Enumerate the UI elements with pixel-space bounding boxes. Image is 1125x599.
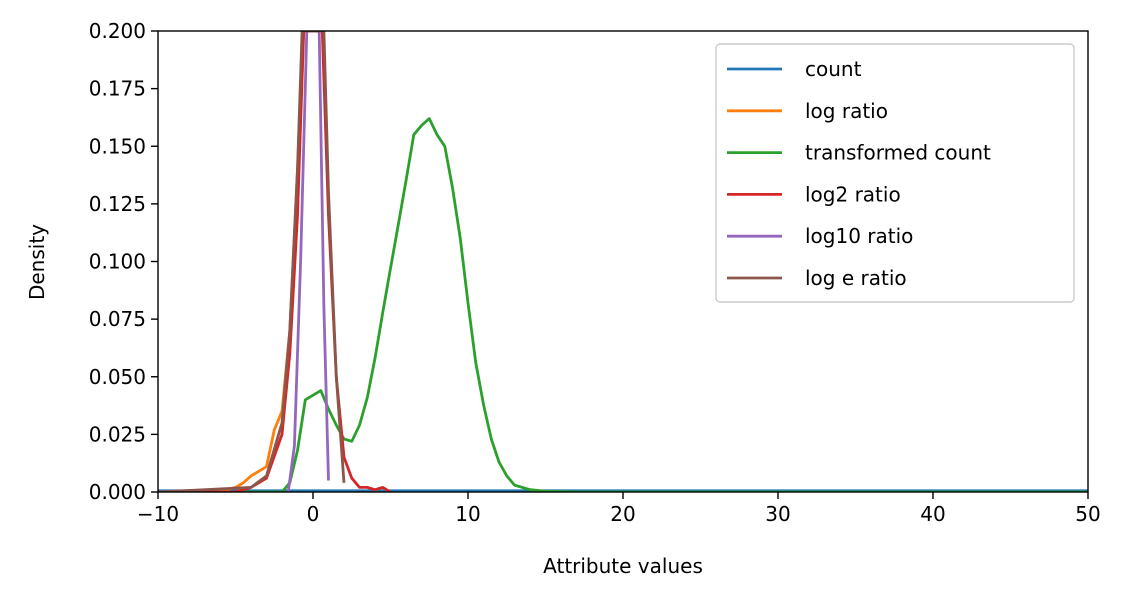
y-tick-label: 0.050 — [89, 365, 146, 389]
legend-label: log10 ratio — [805, 224, 913, 248]
y-tick-label: 0.025 — [89, 422, 146, 446]
x-axis: −10 0 10 20 30 40 50 — [137, 492, 1101, 526]
x-tick-label: 30 — [765, 502, 790, 526]
x-tick-label: 40 — [920, 502, 945, 526]
y-tick-label: 0.175 — [89, 77, 146, 101]
y-tick-label: 0.100 — [89, 250, 146, 274]
legend-label: count — [805, 57, 862, 81]
x-tick-label: 20 — [610, 502, 635, 526]
y-tick-label: 0.125 — [89, 192, 146, 216]
series-line-4 — [286, 31, 330, 492]
y-tick-label: 0.200 — [89, 19, 146, 43]
x-tick-label: −10 — [137, 502, 179, 526]
y-axis-label: Density — [25, 224, 49, 300]
legend-label: transformed count — [805, 141, 991, 165]
legend-label: log ratio — [805, 99, 888, 123]
x-tick-label: 10 — [455, 502, 480, 526]
x-axis-label: Attribute values — [543, 554, 703, 578]
y-tick-label: 0.150 — [89, 134, 146, 158]
x-tick-label: 50 — [1075, 502, 1100, 526]
y-tick-label: 0.000 — [89, 480, 146, 504]
legend-box — [715, 43, 1075, 303]
series-line-5 — [158, 31, 346, 492]
legend-label: log2 ratio — [805, 182, 901, 206]
legend-label: log e ratio — [805, 266, 907, 290]
legend: count log ratio transformed count log2 rati… — [715, 43, 1075, 303]
y-axis: 0.000 0.025 0.050 0.075 0.100 0.125 0.150 0.175… — [89, 19, 158, 504]
x-tick-label: 0 — [307, 502, 320, 526]
series-layer — [158, 31, 1088, 492]
y-tick-label: 0.075 — [89, 307, 146, 331]
